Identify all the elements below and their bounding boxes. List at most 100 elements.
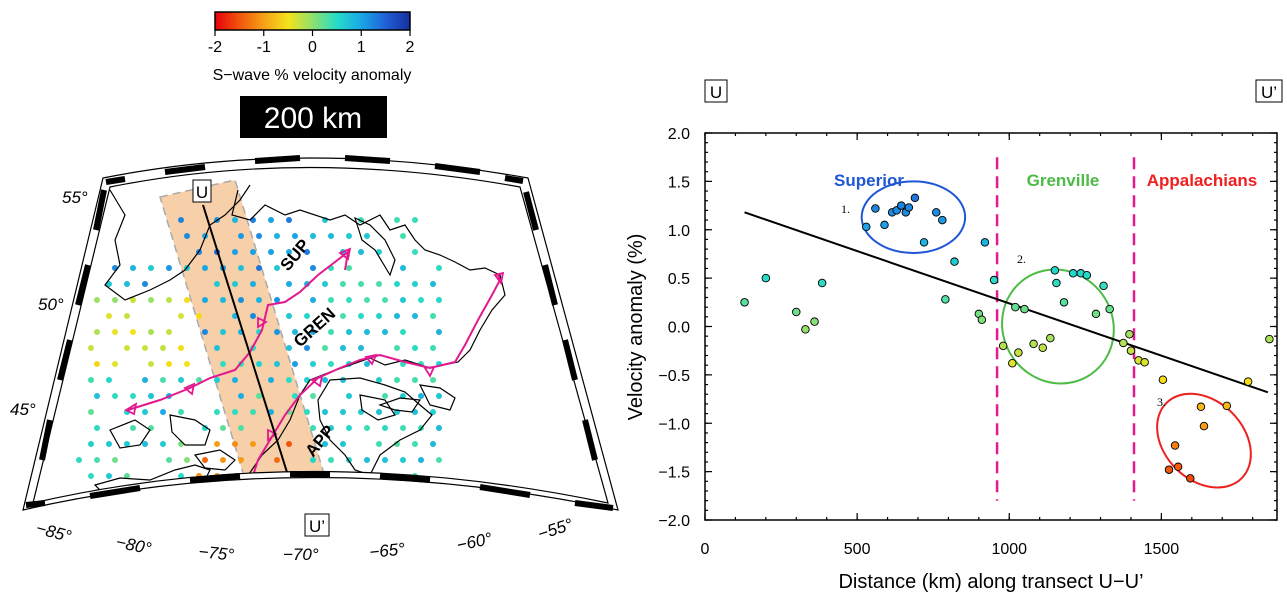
plot-frame xyxy=(704,132,1278,521)
map-grid-dot xyxy=(214,345,220,351)
map-grid-dot xyxy=(250,473,256,479)
map-grid-dot xyxy=(328,489,334,495)
map-grid-dot xyxy=(310,457,316,463)
map-grid-dot xyxy=(148,265,154,271)
data-point xyxy=(1011,302,1020,312)
map-grid-dot xyxy=(106,441,112,447)
map-grid-dot xyxy=(358,345,364,351)
ellipse-label: 3. xyxy=(1157,395,1166,409)
map-grid-dot xyxy=(160,345,166,351)
map-grid-dot xyxy=(130,297,136,303)
map-grid-dot xyxy=(286,313,292,319)
map-grid-dot xyxy=(166,489,172,495)
data-point xyxy=(1046,333,1055,343)
map-grid-dot xyxy=(88,377,94,383)
map-grid-dot xyxy=(250,441,256,447)
map-grid-dot xyxy=(436,425,442,431)
y-tick-labels: 2.0 1.5 1.0 0.5 0.0 −0.5 −1.0 −1.5 −2.0 xyxy=(658,126,690,530)
map-grid-dot xyxy=(430,313,436,319)
gren-app-boundary xyxy=(249,274,502,486)
grouping-ellipse xyxy=(1001,268,1115,385)
map-grid-dot xyxy=(292,233,298,239)
map-grid-dot xyxy=(418,393,424,399)
data-point xyxy=(1196,402,1206,412)
map-grid-dot xyxy=(430,281,436,287)
map-grid-dot xyxy=(292,393,298,399)
map-grid-dot xyxy=(430,441,436,447)
map-grid-dot xyxy=(94,457,100,463)
map-grid-dot xyxy=(178,345,184,351)
data-point xyxy=(998,341,1008,351)
map-lat-label: 55° xyxy=(62,188,88,207)
map-grid-dot xyxy=(286,217,292,223)
map-grid-dot xyxy=(112,457,118,463)
map-grid-dot xyxy=(310,361,316,367)
map-grid-dot xyxy=(382,393,388,399)
map-grid-dot xyxy=(268,377,274,383)
map-grid-dot xyxy=(124,345,130,351)
map-grid-dot xyxy=(304,345,310,351)
data-point xyxy=(896,201,906,210)
map-grid-dot xyxy=(430,377,436,383)
map-grid-dot xyxy=(400,425,406,431)
data-point xyxy=(1222,401,1232,411)
data-point xyxy=(910,193,920,203)
map-grid-dot xyxy=(322,281,328,287)
map-grid-dot xyxy=(304,249,310,255)
map-grid-dot xyxy=(160,377,166,383)
map-grid-dot xyxy=(430,409,436,415)
map-grid-dot xyxy=(184,457,190,463)
map-grid-dot xyxy=(436,489,442,495)
map-grid-dot xyxy=(184,489,190,495)
map-grid-dot xyxy=(166,297,172,303)
map-grid-dot xyxy=(256,233,262,239)
map-grid-dot xyxy=(142,377,148,383)
map-grid-dot xyxy=(412,377,418,383)
data-point xyxy=(1014,348,1023,357)
map-grid-dot xyxy=(328,457,334,463)
map-grid-dot xyxy=(274,457,280,463)
ellipse-label: 1. xyxy=(841,202,850,216)
map-grid-dot xyxy=(418,489,424,495)
map-grid-dot xyxy=(178,441,184,447)
map-grid-dot xyxy=(346,233,352,239)
map-grid-dot xyxy=(88,409,94,415)
data-point xyxy=(1158,375,1168,384)
map-transect-end-label: U’ xyxy=(309,517,325,536)
map-grid-dot xyxy=(286,281,292,287)
map-grid-dot xyxy=(142,409,148,415)
x-tick-labels: 0 500 1000 1500 xyxy=(701,541,1180,558)
y-tick-label: −1.5 xyxy=(658,465,690,482)
map-grid-dot xyxy=(166,265,172,271)
map-grid-dot xyxy=(328,329,334,335)
map-grid-dot xyxy=(166,457,172,463)
map-grid-dot xyxy=(286,345,292,351)
map-grid-dot xyxy=(220,361,226,367)
map-grid-dot xyxy=(274,361,280,367)
map-grid-dot xyxy=(238,425,244,431)
map-grid-dot xyxy=(394,281,400,287)
map-grid-dot xyxy=(220,297,226,303)
data-point xyxy=(1050,266,1060,275)
map-grid-dot xyxy=(364,233,370,239)
map-grid-dot xyxy=(400,265,406,271)
map-grid-dot xyxy=(274,489,280,495)
map-lon-label: −75° xyxy=(198,542,236,565)
map-grid-dot xyxy=(184,297,190,303)
map-grid-dot xyxy=(94,393,100,399)
map-grid-dot xyxy=(286,441,292,447)
map-grid-dot xyxy=(340,281,346,287)
plot-content xyxy=(740,157,1274,501)
map-grid-dot xyxy=(232,217,238,223)
map-grid-dot xyxy=(76,457,82,463)
map-grid-dot xyxy=(310,489,316,495)
data-point xyxy=(1091,309,1101,319)
province-title-appalachians: Appalachians xyxy=(1147,171,1258,190)
map-grid-dot xyxy=(340,409,346,415)
map-grid-dot xyxy=(346,489,352,495)
map-grid-dot xyxy=(124,473,130,479)
data-point xyxy=(1029,339,1038,349)
y-tick-label: −1.0 xyxy=(658,416,690,433)
map-lon-label: −80° xyxy=(114,532,153,558)
